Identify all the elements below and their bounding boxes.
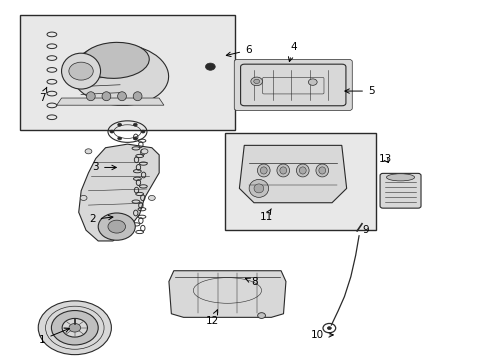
Circle shape [108,220,125,233]
Polygon shape [239,145,346,203]
Ellipse shape [86,92,95,101]
Text: 3: 3 [92,162,116,172]
Circle shape [205,63,215,70]
Ellipse shape [257,164,269,177]
Ellipse shape [248,179,268,197]
Text: 7: 7 [39,87,47,103]
Polygon shape [79,144,159,241]
Text: 8: 8 [245,277,257,287]
Text: 2: 2 [89,215,113,224]
Circle shape [69,323,81,332]
Circle shape [110,130,114,133]
Ellipse shape [279,167,286,174]
Circle shape [98,213,135,240]
Ellipse shape [276,164,289,177]
Circle shape [327,327,330,329]
Circle shape [257,313,265,319]
Circle shape [118,123,122,126]
Polygon shape [57,98,163,105]
Circle shape [250,77,262,86]
Ellipse shape [81,42,149,78]
FancyBboxPatch shape [234,59,351,111]
Bar [20,15,234,130]
Ellipse shape [61,53,101,89]
Text: 4: 4 [288,42,296,62]
Ellipse shape [102,92,111,101]
Ellipse shape [296,164,308,177]
Ellipse shape [253,184,263,193]
Circle shape [133,123,137,126]
Circle shape [38,301,111,355]
Ellipse shape [299,167,305,174]
Text: 10: 10 [310,330,333,340]
FancyBboxPatch shape [379,174,420,208]
Text: 6: 6 [226,45,251,57]
Ellipse shape [386,174,414,181]
Text: 12: 12 [206,310,219,325]
FancyBboxPatch shape [240,64,345,106]
Circle shape [80,195,87,201]
Text: 1: 1 [39,328,69,345]
Circle shape [308,79,317,85]
Polygon shape [168,271,285,318]
Text: 13: 13 [379,154,392,164]
Ellipse shape [315,164,328,177]
Circle shape [141,149,148,154]
Text: 5: 5 [344,86,374,96]
Text: 9: 9 [362,225,368,235]
Circle shape [69,62,93,80]
Bar [224,134,375,230]
Ellipse shape [133,92,142,101]
Circle shape [133,137,137,140]
Ellipse shape [71,44,168,105]
Ellipse shape [260,167,266,174]
Ellipse shape [118,92,126,101]
Circle shape [51,311,98,345]
Circle shape [148,195,155,201]
Circle shape [253,79,259,84]
Circle shape [85,149,92,154]
Circle shape [118,137,122,140]
Text: 11: 11 [259,209,272,221]
Circle shape [62,319,87,337]
Circle shape [141,130,145,133]
Ellipse shape [318,167,325,174]
